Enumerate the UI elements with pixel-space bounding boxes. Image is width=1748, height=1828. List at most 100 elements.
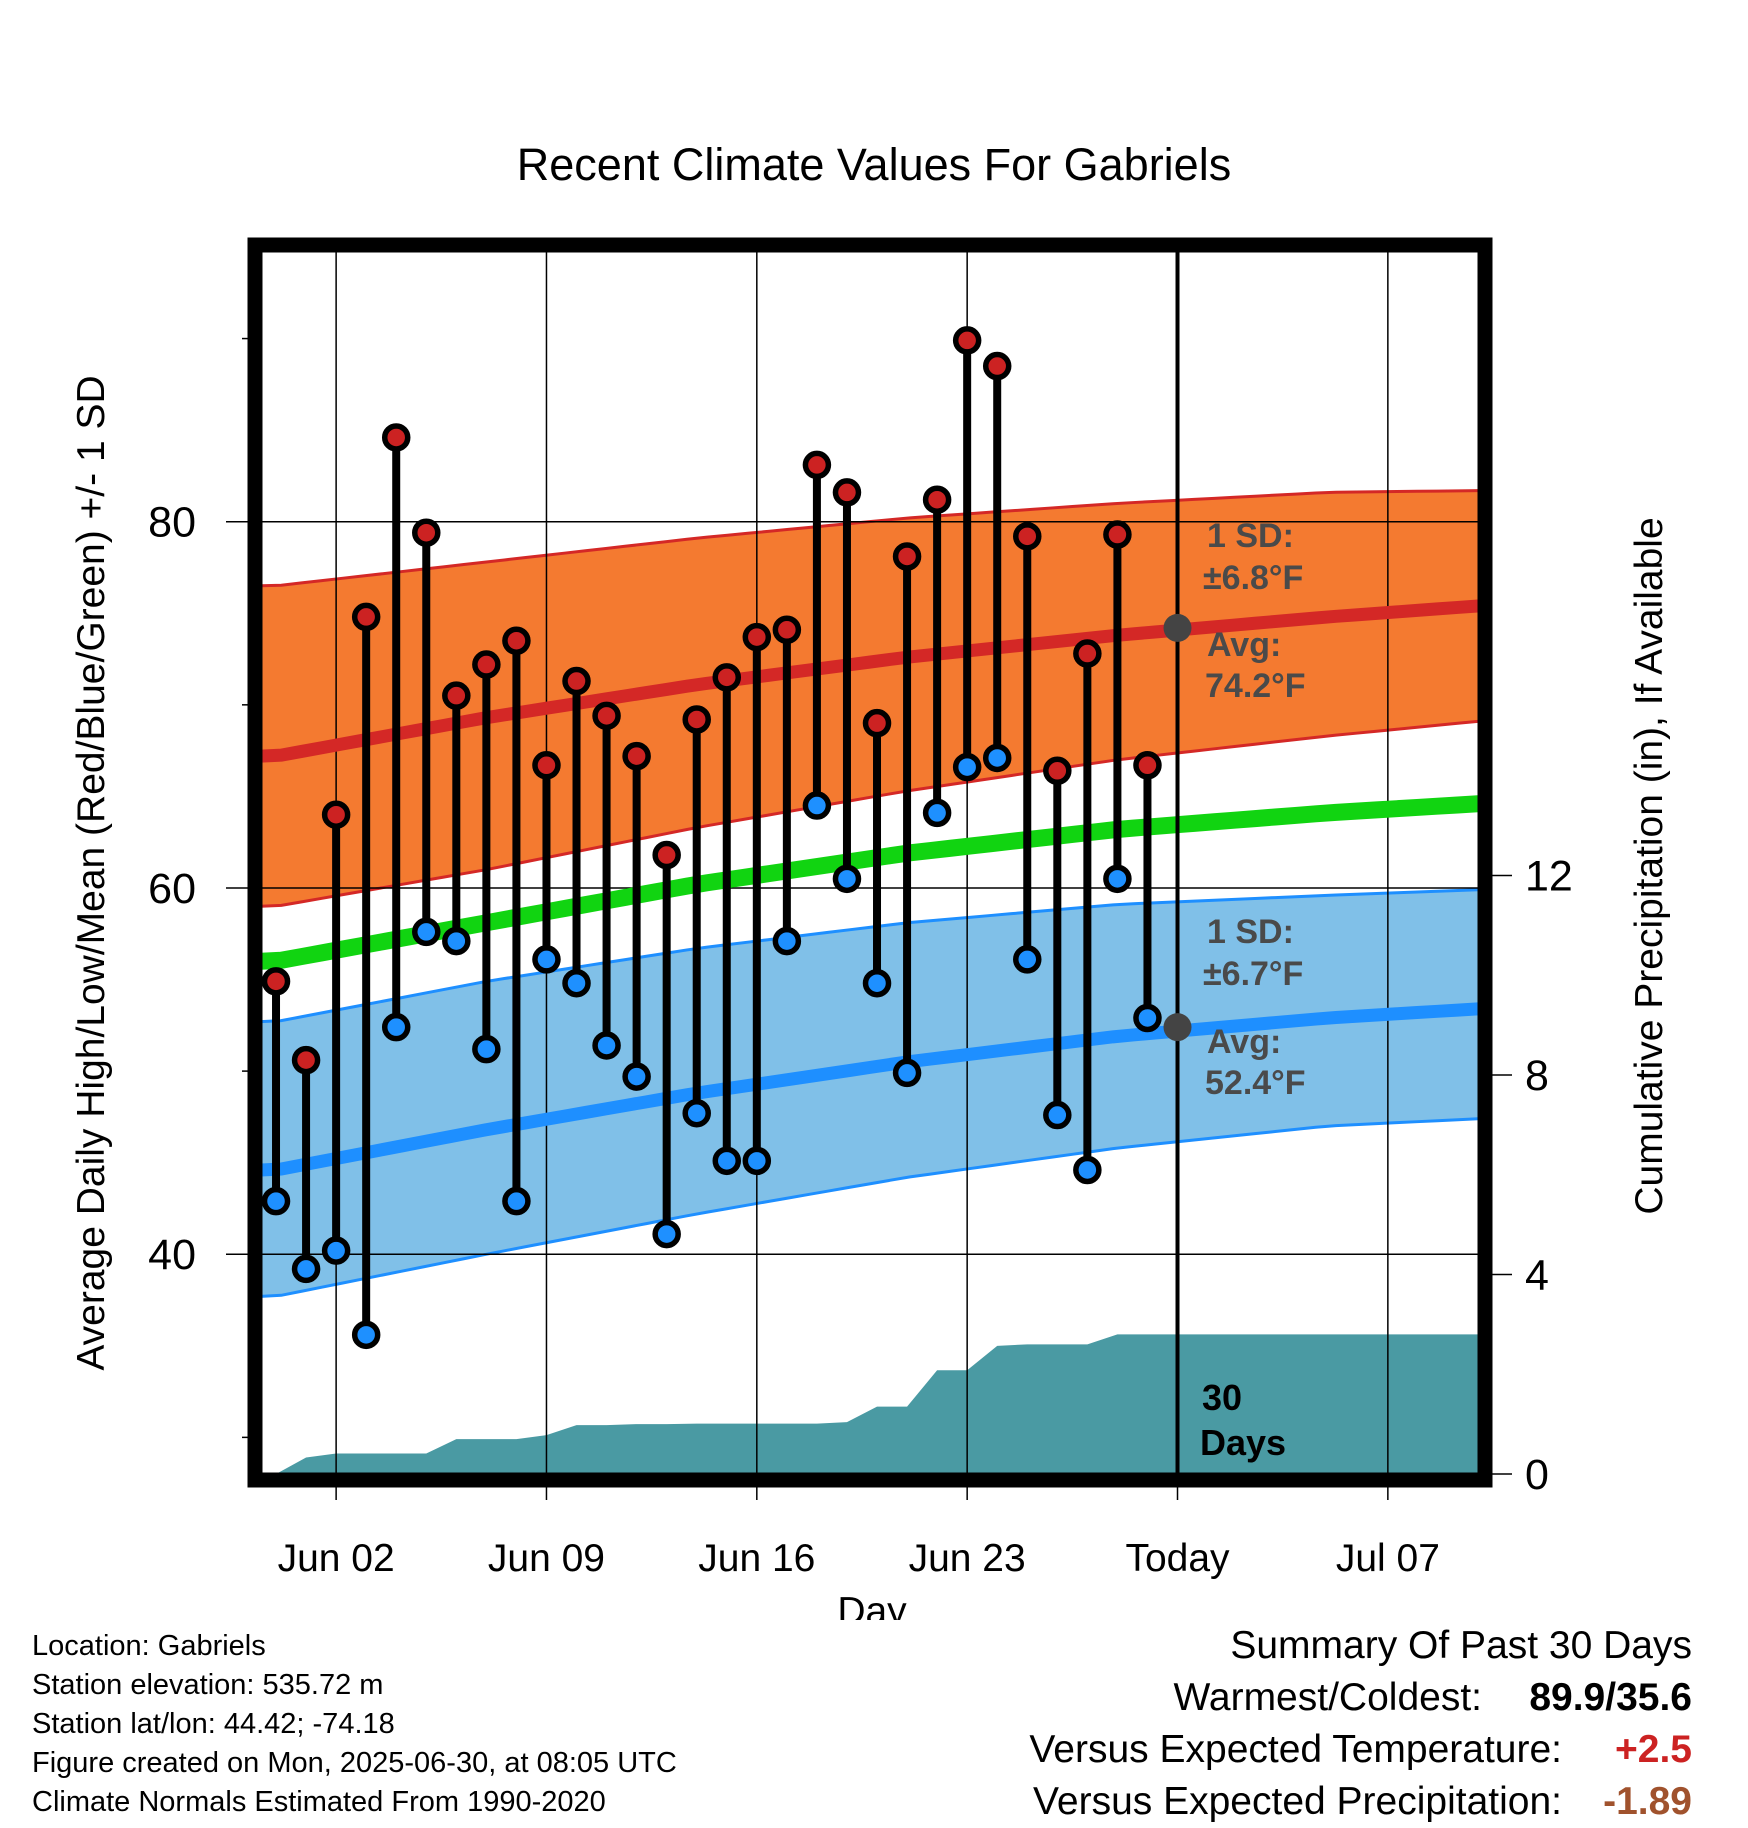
observed-high-point: [592, 701, 621, 731]
observed-high-point: [502, 626, 531, 655]
observed-low-point: [922, 798, 952, 828]
observed-high-point: [652, 840, 681, 870]
observed-high-point: [562, 666, 591, 696]
observed-high-point: [922, 485, 952, 514]
observed-high-point: [1133, 751, 1162, 780]
observed-high-point: [261, 967, 291, 996]
observed-low-point: [472, 1034, 501, 1064]
observed-low-point: [952, 752, 982, 782]
observed-low-point: [712, 1146, 742, 1176]
observed-low-point: [652, 1219, 681, 1249]
y-right-tick-label: 8: [1525, 1052, 1549, 1100]
observed-high-point: [412, 518, 441, 547]
observed-low-point: [351, 1320, 381, 1350]
y-left-tick-label: 40: [148, 1231, 196, 1279]
observed-low-point: [862, 968, 892, 998]
station-elevation: Station elevation: 535.72 m: [32, 1669, 384, 1701]
x-tick-label: Jul 07: [1336, 1537, 1440, 1580]
summary-warmest-coldest: Warmest/Coldest: 89.9/35.6: [932, 1672, 1692, 1724]
normal-high-line: [261, 599, 1478, 763]
x-tick-label-today: Today: [1125, 1537, 1230, 1580]
observed-low-point: [772, 926, 802, 956]
observed-high-point: [802, 450, 832, 480]
observed-low-point: [622, 1062, 651, 1091]
x-tick-label: Jun 09: [488, 1537, 605, 1580]
high-sd-value: ±6.8°F: [1203, 559, 1303, 597]
today-normal-high-marker: [1163, 613, 1192, 642]
plot-frame: [247, 237, 1493, 1488]
observed-low-point: [321, 1236, 351, 1265]
high-sd-label: 1 SD:: [1207, 517, 1294, 555]
observed-high-point: [952, 326, 982, 355]
observed-low-point: [892, 1058, 922, 1088]
high-avg-value: 74.2°F: [1205, 667, 1306, 705]
observed-high-point: [622, 741, 651, 771]
observed-high-point: [832, 478, 862, 507]
cumulative-precipitation-area: [276, 1334, 1478, 1474]
observed-low-point: [1073, 1155, 1102, 1185]
temperature-value: +2.5: [1615, 1728, 1692, 1771]
plot-content: [261, 247, 1478, 1474]
temperature-label: Versus Expected Temperature:: [1029, 1728, 1562, 1771]
normal-high-band-lower-edge: [261, 719, 1478, 908]
warmest-coldest-label: Warmest/Coldest:: [1173, 1676, 1482, 1719]
observed-low-point: [1133, 1003, 1162, 1033]
low-avg-value: 52.4°F: [1205, 1064, 1306, 1102]
observed-low-point: [802, 791, 832, 820]
y-right-tick-label: 4: [1525, 1251, 1549, 1299]
observed-low-point: [982, 743, 1012, 773]
observed-low-point: [562, 968, 591, 998]
observed-low-point: [412, 917, 441, 947]
window-label-number: 30: [1202, 1377, 1242, 1418]
warmest-coldest-value: 89.9/35.6: [1529, 1676, 1692, 1719]
today-normal-low-marker: [1163, 1013, 1192, 1042]
x-axis-label: Day: [837, 1590, 907, 1620]
observed-low-point: [682, 1098, 711, 1128]
observed-high-point: [442, 681, 471, 710]
observed-low-point: [832, 864, 862, 894]
observed-high-point: [772, 615, 802, 645]
y-left-tick-label: 80: [148, 499, 196, 547]
observed-high-point: [1103, 520, 1132, 549]
observed-low-point: [532, 945, 561, 974]
observed-high-point: [472, 650, 501, 679]
normal-low-band-lower-edge: [261, 1117, 1478, 1298]
observed-high-point: [1013, 522, 1042, 551]
x-tick-label: Jun 16: [698, 1537, 815, 1580]
normal-mean-line: [261, 795, 1478, 970]
observed-low-point: [291, 1254, 321, 1284]
observed-low-point: [261, 1186, 291, 1216]
chart-title: Recent Climate Values For Gabriels: [517, 139, 1231, 190]
figure-created: Figure created on Mon, 2025-06-30, at 08…: [32, 1747, 677, 1779]
y-axis-left-label: Average Daily High/Low/Mean (Red/Blue/Gr…: [70, 375, 113, 1370]
station-latlon: Station lat/lon: 44.42; -74.18: [32, 1708, 395, 1740]
station-location: Location: Gabriels: [32, 1630, 266, 1662]
observed-low-point: [1103, 864, 1132, 894]
summary-title: Summary Of Past 30 Days: [1230, 1624, 1692, 1667]
y-axis-right-label: Cumulative Precipitation (in), If Availa…: [1628, 517, 1671, 1214]
observed-high-point: [1073, 639, 1102, 668]
observed-low-point: [742, 1146, 772, 1176]
high-avg-label: Avg:: [1207, 626, 1281, 664]
precipitation-label: Versus Expected Precipitation:: [1033, 1780, 1562, 1823]
y-right-tick-label: 12: [1525, 852, 1573, 900]
observed-high-point: [712, 663, 742, 692]
observed-high-point: [351, 602, 381, 632]
observed-low-point: [592, 1031, 621, 1060]
normal-high-band: [261, 490, 1478, 907]
summary-panel: Summary Of Past 30 Days Warmest/Coldest:…: [932, 1620, 1692, 1828]
observed-high-point: [742, 622, 772, 652]
x-tick-label: Jun 02: [278, 1537, 395, 1580]
observed-high-point: [1043, 756, 1072, 786]
summary-precipitation: Versus Expected Precipitation: -1.89: [932, 1776, 1692, 1828]
observed-high-point: [862, 708, 892, 738]
window-label-days: Days: [1200, 1422, 1286, 1463]
low-avg-label: Avg:: [1207, 1023, 1281, 1061]
observed-low-point: [1043, 1100, 1072, 1130]
observed-low-point: [381, 1012, 411, 1042]
observed-high-point: [892, 542, 922, 571]
x-tick-label: Jun 23: [909, 1537, 1026, 1580]
observed-low-point: [1013, 945, 1042, 974]
low-sd-value: ±6.7°F: [1203, 955, 1303, 993]
